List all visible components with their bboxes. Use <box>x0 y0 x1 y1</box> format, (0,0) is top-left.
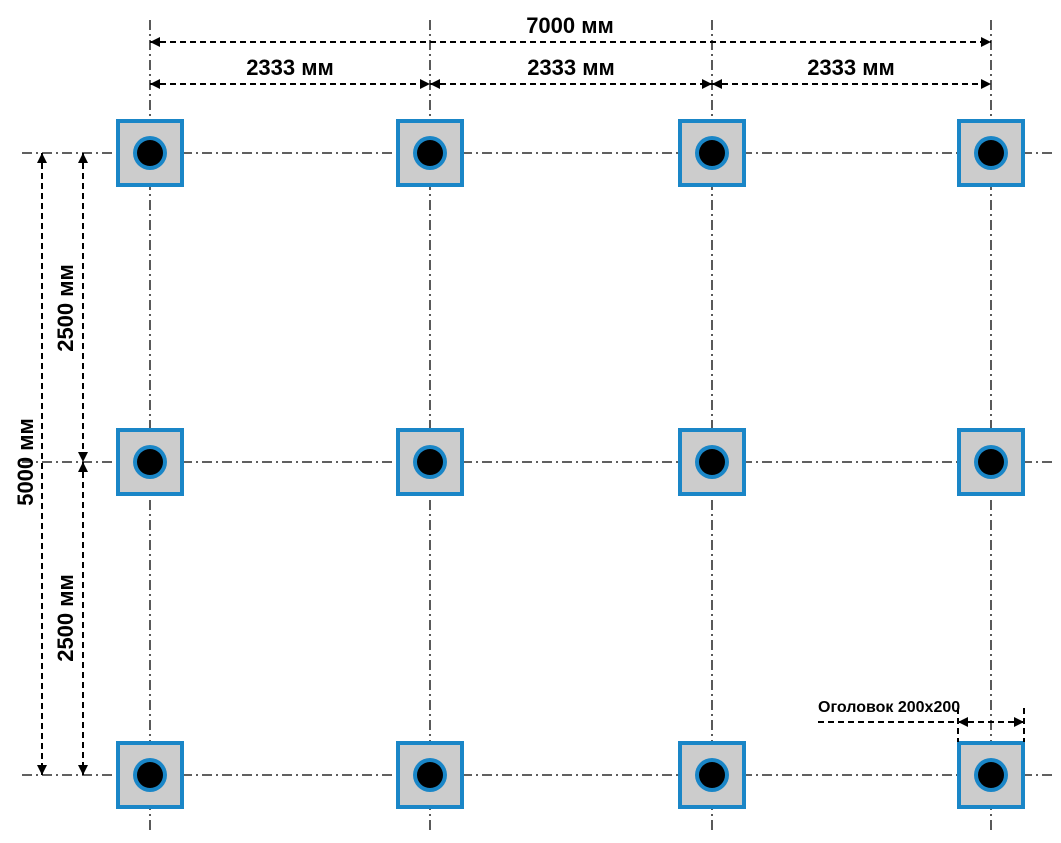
pile-core <box>137 140 163 166</box>
pile-core <box>417 449 443 475</box>
pile-r3-c2 <box>396 741 464 809</box>
dimension-label-total-depth: 5000 мм <box>13 418 38 506</box>
pile-core <box>978 449 1004 475</box>
dimension-label-half-depth-2: 2500 мм <box>53 574 78 662</box>
pile-r2-c2 <box>396 428 464 496</box>
pile-r1-c2 <box>396 119 464 187</box>
cap-size-label: Оголовок 200х200 <box>818 699 960 716</box>
pile-core <box>137 449 163 475</box>
pile-r2-c3 <box>678 428 746 496</box>
pile-cap <box>396 741 464 809</box>
pile-core <box>417 140 443 166</box>
piles-group <box>116 119 1025 809</box>
pile-r1-c3 <box>678 119 746 187</box>
dimension-label-half-depth-1: 2500 мм <box>53 264 78 352</box>
pile-core <box>137 762 163 788</box>
cap-size-callout: Оголовок 200х200 <box>818 699 1025 742</box>
left-dimension-halves: 2500 мм 2500 мм <box>53 153 88 775</box>
pile-r1-c4 <box>957 119 1025 187</box>
pile-r3-c4 <box>957 741 1025 809</box>
pile-core <box>978 140 1004 166</box>
pile-r1-c1 <box>116 119 184 187</box>
dimension-label-total-width: 7000 мм <box>526 13 614 38</box>
pile-cap <box>957 119 1025 187</box>
pile-core <box>699 762 725 788</box>
dimension-label-span-3: 2333 мм <box>807 55 895 80</box>
pile-r2-c1 <box>116 428 184 496</box>
pile-core <box>699 140 725 166</box>
top-dimension-total: 7000 мм <box>150 13 991 47</box>
pile-r2-c4 <box>957 428 1025 496</box>
left-dimension-total: 5000 мм <box>13 153 47 775</box>
pile-r3-c1 <box>116 741 184 809</box>
pile-core <box>978 762 1004 788</box>
dimension-label-span-2: 2333 мм <box>527 55 615 80</box>
top-dimension-spans: 2333 мм 2333 мм 2333 мм <box>150 55 991 89</box>
pile-core <box>699 449 725 475</box>
dimension-label-span-1: 2333 мм <box>246 55 334 80</box>
pile-cap <box>678 741 746 809</box>
pile-r3-c3 <box>678 741 746 809</box>
pile-core <box>417 762 443 788</box>
